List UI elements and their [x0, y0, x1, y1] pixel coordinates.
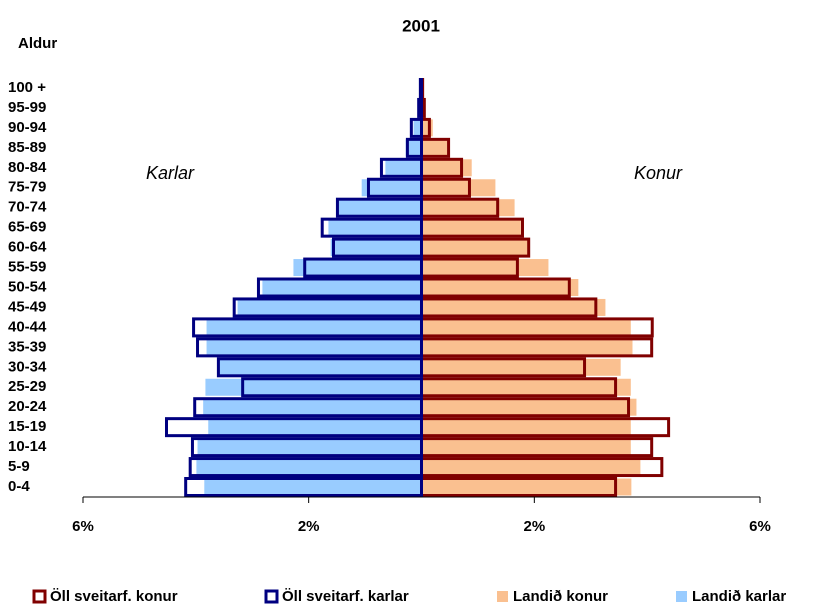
bar — [379, 157, 423, 178]
y-tick-label: 25-29 — [8, 378, 46, 395]
bar — [417, 97, 424, 118]
x-tick-label: 2% — [523, 518, 545, 535]
y-tick-label: 80-84 — [8, 159, 47, 176]
annotation: Karlar — [146, 163, 195, 183]
x-tick-label: 2% — [298, 518, 320, 535]
bar — [421, 458, 641, 476]
bar — [421, 199, 515, 217]
bar — [421, 378, 631, 396]
bar — [421, 438, 631, 456]
y-tick-label: 100 + — [8, 79, 46, 96]
y-tick-label: 95-99 — [8, 99, 46, 116]
y-tick-label: 45-49 — [8, 298, 46, 315]
legend-swatch — [264, 589, 279, 604]
bar — [256, 277, 424, 298]
bar — [204, 478, 422, 496]
bar — [409, 117, 424, 138]
bar — [421, 418, 631, 436]
bar — [421, 338, 633, 356]
bar — [203, 398, 422, 416]
bar — [421, 119, 433, 137]
bar — [405, 137, 424, 158]
y-tick-label: 15-19 — [8, 418, 46, 435]
bar — [206, 338, 422, 356]
bar — [421, 298, 606, 316]
legend-swatch — [497, 591, 508, 602]
bar — [232, 297, 423, 318]
bar — [192, 317, 423, 338]
legend-swatch — [676, 591, 687, 602]
legend-label: Öll sveitarf. karlar — [282, 588, 409, 605]
y-tick-label: 20-24 — [8, 398, 47, 415]
bar — [218, 358, 422, 376]
annotation: Konur — [634, 163, 683, 183]
bar — [421, 259, 549, 277]
bar — [421, 219, 521, 237]
legend-label: Landið karlar — [692, 588, 786, 605]
bar — [366, 177, 423, 198]
y-tick-label: 55-59 — [8, 259, 46, 276]
y-tick-label: 65-69 — [8, 219, 46, 236]
bar — [331, 237, 423, 258]
bar — [405, 139, 422, 157]
legend-label: Öll sveitarf. konur — [50, 588, 178, 605]
x-tick-label: 6% — [749, 518, 771, 535]
y-tick-label: 85-89 — [8, 139, 46, 156]
y-tick-label: 0-4 — [8, 478, 30, 495]
bar — [184, 477, 423, 497]
bar — [197, 438, 422, 456]
bar — [421, 179, 496, 197]
y-tick-label: 70-74 — [8, 199, 47, 216]
bar — [328, 219, 422, 237]
bar — [190, 437, 423, 458]
bar — [421, 478, 632, 496]
bar — [421, 239, 529, 257]
bar — [303, 257, 423, 278]
bar — [320, 217, 423, 238]
chart-title: 2001 — [402, 16, 440, 35]
bar — [330, 239, 422, 257]
y-tick-label: 40-44 — [8, 318, 47, 335]
x-tick-label: 6% — [72, 518, 94, 535]
bar — [421, 279, 579, 296]
bar — [421, 398, 637, 416]
bar — [336, 199, 422, 217]
bar — [385, 159, 422, 177]
legend-swatch — [32, 589, 47, 604]
bar — [164, 417, 423, 438]
bar — [196, 337, 423, 358]
bar — [196, 458, 422, 476]
bar — [205, 378, 422, 396]
bar — [421, 159, 472, 177]
bar — [335, 197, 424, 218]
y-axis-label: Aldur — [18, 35, 57, 52]
y-tick-label: 30-34 — [8, 358, 47, 375]
legend-label: Landið konur — [513, 588, 608, 605]
bar — [421, 318, 631, 336]
bar — [208, 418, 422, 436]
bar — [237, 298, 422, 316]
y-tick-label: 75-79 — [8, 179, 46, 196]
bar — [262, 279, 422, 296]
bar — [413, 119, 422, 137]
bar — [293, 259, 422, 277]
y-tick-label: 35-39 — [8, 338, 46, 355]
bar — [206, 318, 422, 336]
y-tick-label: 5-9 — [8, 458, 30, 475]
bar — [193, 397, 423, 418]
y-tick-label: 90-94 — [8, 119, 47, 136]
y-tick-label: 60-64 — [8, 239, 47, 256]
bar — [421, 139, 448, 157]
y-tick-label: 50-54 — [8, 278, 47, 295]
bar — [421, 358, 621, 376]
bar — [188, 457, 423, 478]
y-tick-label: 10-14 — [8, 438, 47, 455]
bar — [418, 78, 424, 98]
bar — [216, 357, 423, 378]
bar — [361, 179, 422, 197]
bar — [241, 377, 423, 398]
